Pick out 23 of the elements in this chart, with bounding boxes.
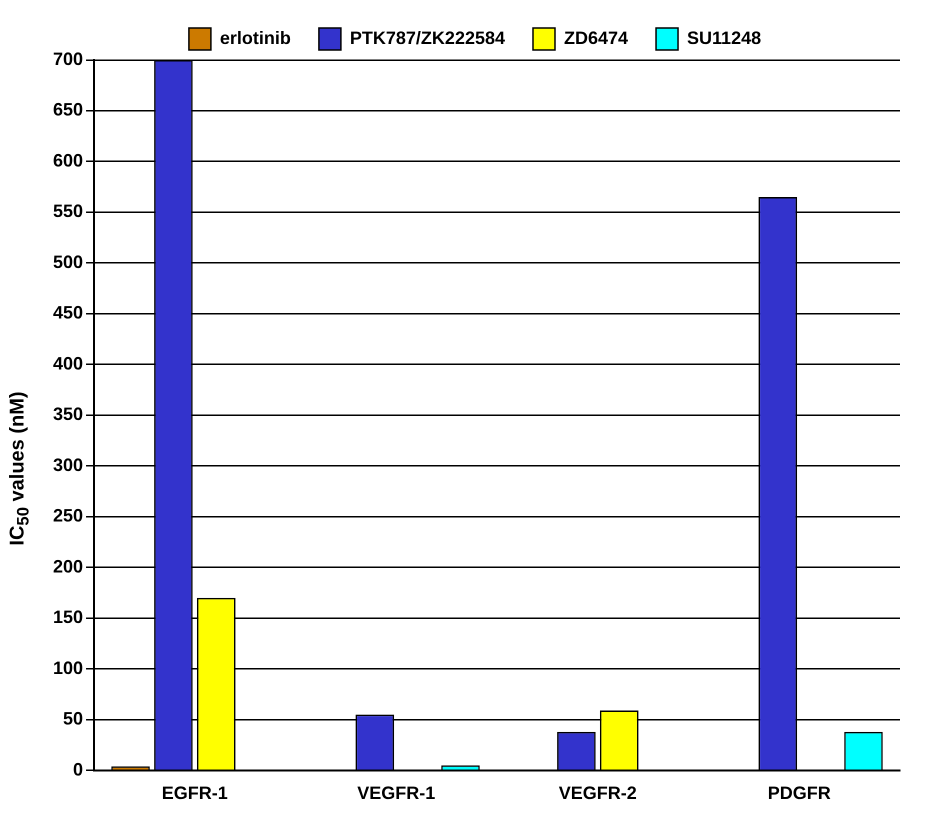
x-tick-label: VEGFR-2 (558, 783, 637, 804)
x-tick-label: EGFR-1 (162, 783, 228, 804)
y-tick-label: 300 (52, 454, 84, 475)
y-tick-label: 100 (52, 658, 84, 678)
x-tick-label: VEGFR-1 (357, 783, 436, 804)
y-tick-label: 500 (52, 252, 84, 272)
y-tick-label: 550 (52, 201, 84, 222)
y-tick-label: 700 (52, 48, 84, 69)
y-tick-label: 450 (52, 302, 84, 323)
y-tick-label: 350 (52, 404, 84, 424)
y-tick-label: 600 (52, 150, 84, 170)
x-tick-label: PDGFR (768, 783, 831, 804)
legend-label: PTK787/ZK222584 (350, 28, 505, 48)
y-tick-label: 150 (52, 607, 84, 628)
y-tick-label: 400 (52, 353, 84, 374)
legend-label: erlotinib (220, 28, 291, 48)
y-tick-label: 250 (52, 506, 84, 526)
legend-label: ZD6474 (564, 28, 628, 48)
y-tick-label: 0 (73, 759, 84, 780)
legend-label: SU11248 (687, 28, 762, 48)
y-tick-label: 50 (63, 708, 84, 729)
y-tick-label: 650 (52, 100, 84, 120)
y-tick-label: 200 (52, 556, 84, 576)
